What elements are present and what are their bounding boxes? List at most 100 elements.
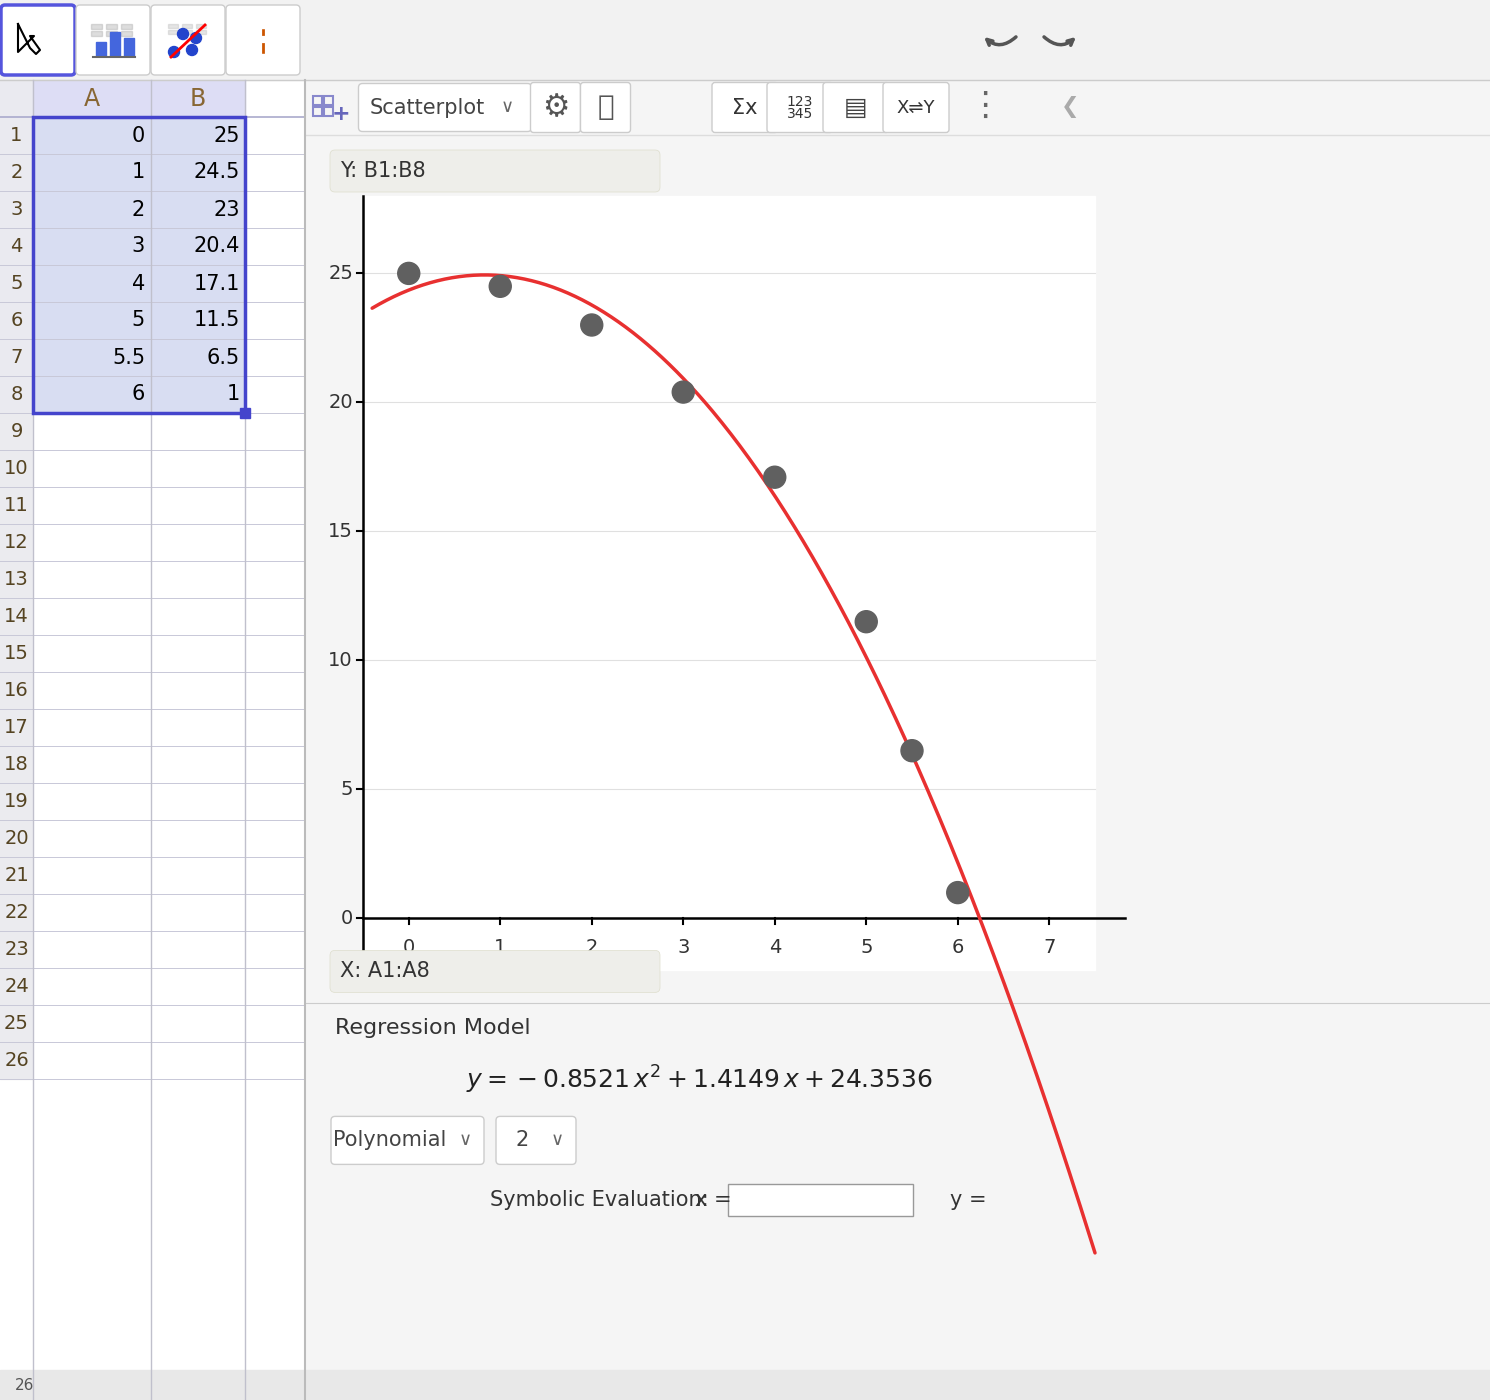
Text: 8: 8 <box>10 385 22 405</box>
Text: 2: 2 <box>586 938 597 958</box>
Bar <box>33 339 150 377</box>
Bar <box>0 1371 1490 1400</box>
Text: 6: 6 <box>131 385 145 405</box>
Bar <box>182 29 192 34</box>
Text: 2: 2 <box>516 1130 529 1151</box>
Bar <box>150 524 244 561</box>
Text: 17.1: 17.1 <box>194 273 240 294</box>
Text: 5: 5 <box>341 780 353 799</box>
Bar <box>33 895 150 931</box>
Text: 5: 5 <box>860 938 873 958</box>
Text: 3: 3 <box>676 938 690 958</box>
Bar <box>33 118 150 154</box>
Text: A: A <box>83 87 100 111</box>
Text: 4: 4 <box>131 273 145 294</box>
Bar <box>0 746 33 783</box>
Text: +: + <box>332 104 350 123</box>
Text: x =: x = <box>694 1190 732 1211</box>
Bar <box>33 377 150 413</box>
Text: ⋮: ⋮ <box>968 90 1001 122</box>
Text: 0: 0 <box>341 909 353 928</box>
Text: 24: 24 <box>4 977 28 995</box>
Text: ⎋: ⎋ <box>597 94 614 122</box>
Bar <box>150 449 244 487</box>
Text: 26: 26 <box>4 1051 28 1070</box>
Text: 17: 17 <box>4 718 28 736</box>
Bar <box>106 31 118 36</box>
Bar <box>150 80 244 118</box>
Bar <box>0 1005 33 1042</box>
Text: 21: 21 <box>4 867 28 885</box>
Text: 15: 15 <box>4 644 28 664</box>
Bar <box>0 190 33 228</box>
Bar <box>364 196 1095 970</box>
FancyBboxPatch shape <box>150 6 225 76</box>
Bar <box>33 967 150 1005</box>
Bar <box>150 190 244 228</box>
Text: B: B <box>189 87 206 111</box>
Circle shape <box>191 32 201 43</box>
Bar <box>91 24 101 29</box>
Bar <box>0 967 33 1005</box>
Circle shape <box>168 46 179 57</box>
Circle shape <box>177 28 189 39</box>
Bar <box>150 228 244 265</box>
Circle shape <box>855 610 878 633</box>
Bar <box>729 1184 913 1217</box>
Bar <box>0 228 33 265</box>
Bar <box>0 413 33 449</box>
FancyBboxPatch shape <box>329 150 660 192</box>
Bar <box>241 20 285 28</box>
Bar <box>150 265 244 302</box>
Text: 4: 4 <box>769 938 781 958</box>
Text: X⇌Y: X⇌Y <box>897 98 936 116</box>
Bar <box>0 339 33 377</box>
FancyBboxPatch shape <box>359 84 532 132</box>
FancyBboxPatch shape <box>76 6 150 76</box>
Bar <box>150 561 244 598</box>
Text: 18: 18 <box>4 755 28 774</box>
Text: 11: 11 <box>4 496 28 515</box>
Text: 25: 25 <box>328 265 353 283</box>
Text: ∨: ∨ <box>501 98 514 116</box>
Text: 2: 2 <box>10 162 22 182</box>
Bar <box>150 339 244 377</box>
Bar <box>0 118 33 154</box>
Bar <box>241 55 285 62</box>
Text: 6.5: 6.5 <box>207 347 240 367</box>
Bar <box>33 302 150 339</box>
FancyBboxPatch shape <box>530 83 581 133</box>
Text: 1: 1 <box>10 126 22 146</box>
Text: 6: 6 <box>952 938 964 958</box>
Bar <box>0 636 33 672</box>
FancyBboxPatch shape <box>822 83 890 133</box>
Bar <box>240 407 250 419</box>
Bar <box>33 487 150 524</box>
Text: 16: 16 <box>4 680 28 700</box>
Bar <box>182 24 192 28</box>
Bar <box>323 106 332 116</box>
Bar <box>0 931 33 967</box>
Bar <box>0 80 33 118</box>
Bar <box>150 708 244 746</box>
Text: Σx: Σx <box>732 98 758 118</box>
Text: X: A1:A8: X: A1:A8 <box>340 962 429 981</box>
Bar <box>150 895 244 931</box>
Bar <box>0 80 305 1400</box>
Bar <box>0 0 1490 80</box>
Bar <box>33 1042 150 1079</box>
Bar <box>150 302 244 339</box>
Bar <box>150 672 244 708</box>
Bar <box>0 783 33 820</box>
Text: 3: 3 <box>10 200 22 218</box>
Text: 25: 25 <box>4 1014 28 1033</box>
Bar <box>197 29 206 34</box>
Text: 5.5: 5.5 <box>112 347 145 367</box>
FancyBboxPatch shape <box>767 83 833 133</box>
Text: 1: 1 <box>495 938 507 958</box>
Bar <box>243 34 283 43</box>
Circle shape <box>946 882 968 903</box>
Text: 20: 20 <box>4 829 28 848</box>
Bar <box>0 302 33 339</box>
Text: ∨: ∨ <box>550 1131 563 1149</box>
